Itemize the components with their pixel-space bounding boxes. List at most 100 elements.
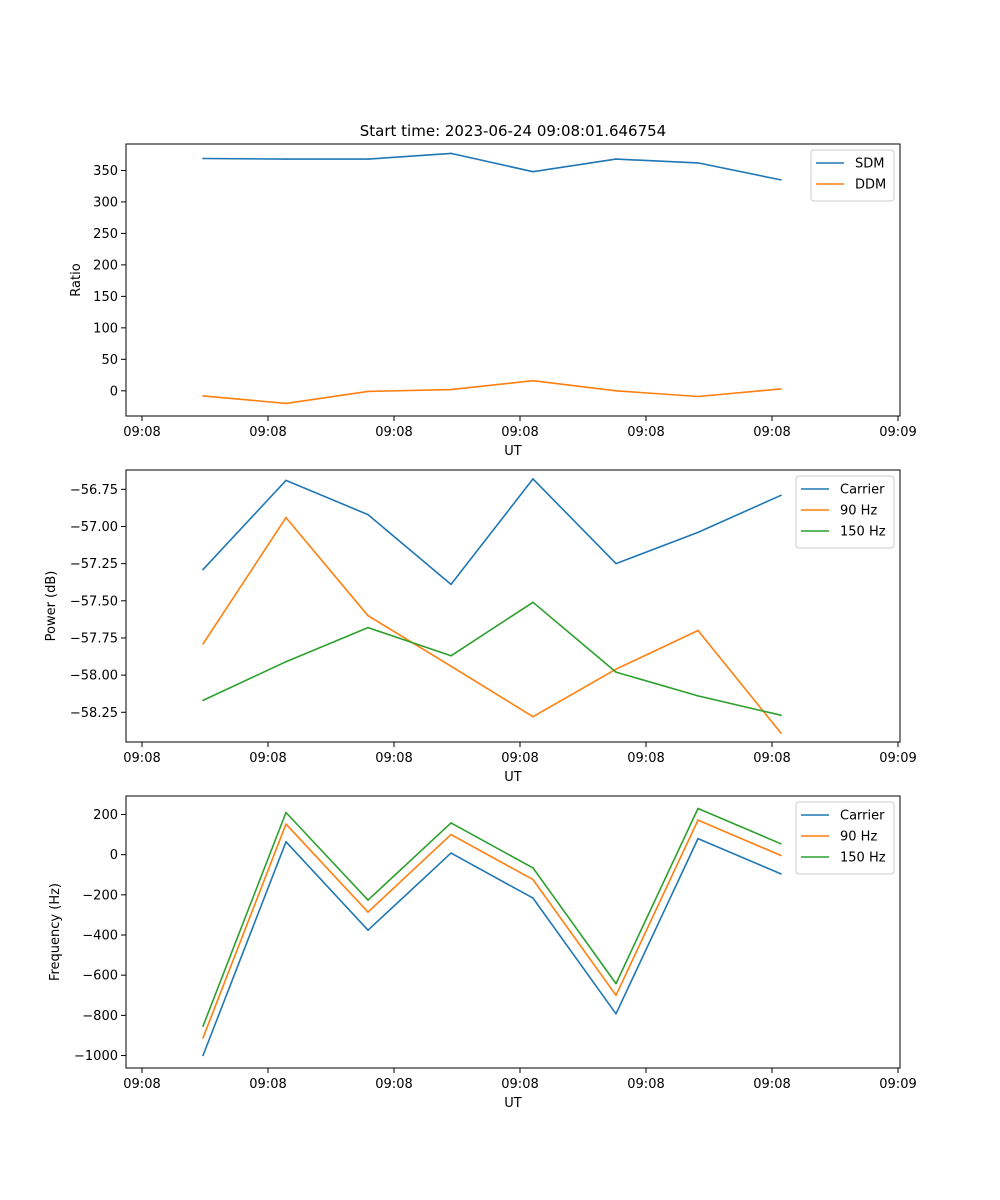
series-line-carrier	[202, 837, 782, 1056]
data-point	[202, 1054, 204, 1057]
y-tick-label: 0	[110, 848, 118, 863]
legend-box	[795, 475, 895, 549]
data-point	[450, 152, 452, 155]
data-point	[615, 390, 617, 392]
x-tick-label: 09:08	[753, 425, 790, 440]
legend-label: SDM	[855, 157, 884, 172]
data-point	[697, 819, 699, 821]
data-point	[367, 911, 369, 913]
x-tick-label: 09:08	[501, 1077, 538, 1092]
legend-label: Carrier	[840, 483, 885, 498]
data-point	[367, 390, 369, 393]
data-point	[285, 402, 287, 405]
data-point	[285, 660, 287, 663]
data-point	[367, 158, 369, 160]
data-point	[532, 897, 534, 899]
y-tick-label: 50	[101, 353, 118, 368]
x-tick-label: 09:08	[123, 425, 160, 440]
series-line-sdm	[202, 152, 782, 181]
y-tick-label: 0	[110, 384, 118, 399]
y-axis-label: Frequency (Hz)	[48, 883, 63, 981]
x-axis-label: UT	[504, 770, 522, 785]
x-axis-label: UT	[504, 444, 522, 459]
data-point	[450, 388, 452, 391]
y-tick-label: −57.50	[70, 594, 118, 609]
x-tick-label: 09:08	[627, 425, 664, 440]
data-point	[780, 714, 782, 716]
x-tick-label: 09:08	[123, 1077, 160, 1092]
x-tick-label: 09:09	[879, 1077, 916, 1092]
data-point	[697, 531, 699, 534]
data-point	[202, 1025, 204, 1027]
y-tick-label: −57.25	[70, 557, 118, 572]
legend-label: 90 Hz	[840, 830, 877, 845]
x-tick-label: 09:08	[501, 751, 538, 766]
x-tick-label: 09:09	[879, 751, 916, 766]
legend: SDM DDM	[810, 149, 895, 202]
x-tick-label: 09:08	[249, 751, 286, 766]
legend-label: 150 Hz	[840, 525, 886, 540]
data-point	[780, 854, 782, 857]
axes-frame	[125, 795, 901, 1069]
axes-frame	[125, 143, 901, 417]
y-tick-label: 200	[93, 808, 118, 823]
y-tick-label: −400	[82, 929, 118, 944]
data-point	[367, 513, 369, 516]
y-tick-label: −200	[82, 888, 118, 903]
chart-panel-1: 09:08 09:08 09:08 09:08 09:08 09:08 09:09 0 50 10…	[69, 143, 917, 459]
series-line-carrier	[202, 478, 782, 586]
data-point	[780, 494, 782, 497]
chart-panel-2: 09:08 09:08 09:08 09:08 09:08 09:08 09:09 −58.2…	[44, 469, 917, 785]
data-point	[450, 822, 452, 824]
y-tick-label: −1000	[74, 1049, 118, 1064]
x-axis-label: UT	[504, 1096, 522, 1111]
data-point	[780, 843, 782, 845]
data-point	[202, 1037, 204, 1039]
x-tick-label: 09:08	[627, 751, 664, 766]
x-tick-label: 09:08	[627, 1077, 664, 1092]
data-point	[697, 629, 699, 632]
x-tick-label: 09:08	[249, 1077, 286, 1092]
data-point	[532, 170, 534, 173]
y-tick-label: −57.75	[70, 631, 118, 646]
data-point	[367, 614, 369, 617]
y-tick-label: 200	[93, 258, 118, 273]
data-point	[532, 478, 534, 480]
data-point	[615, 671, 617, 673]
y-tick-label: −58.00	[70, 669, 118, 684]
y-tick-label: 100	[93, 321, 118, 336]
data-point	[450, 655, 452, 657]
x-tick-label: 09:08	[375, 425, 412, 440]
data-point	[780, 732, 782, 734]
data-point	[780, 388, 782, 390]
data-point	[285, 479, 287, 482]
data-point	[697, 162, 699, 164]
data-point	[615, 562, 617, 565]
data-point	[202, 568, 204, 571]
y-tick-label: 350	[93, 164, 118, 179]
legend-label: 90 Hz	[840, 504, 877, 519]
legend: Carrier 90 Hz 150 Hz	[795, 801, 895, 875]
data-point	[367, 899, 369, 901]
data-point	[615, 982, 617, 985]
axes-frame	[125, 469, 901, 743]
y-axis-label: Ratio	[69, 263, 84, 296]
y-tick-label: −56.75	[70, 483, 118, 498]
data-point	[367, 626, 369, 629]
x-tick-label: 09:08	[501, 425, 538, 440]
chart-panel-3: 09:08 09:08 09:08 09:08 09:08 09:08 09:09 −1000…	[48, 795, 917, 1111]
y-tick-label: −57.00	[70, 520, 118, 535]
x-tick-label: 09:08	[123, 751, 160, 766]
data-point	[615, 668, 617, 670]
legend-label: DDM	[855, 178, 886, 193]
data-point	[450, 583, 452, 586]
series-line-150-hz	[202, 601, 782, 716]
x-tick-label: 09:08	[249, 425, 286, 440]
data-point	[532, 379, 534, 382]
y-tick-label: 150	[93, 290, 118, 305]
x-tick-label: 09:08	[753, 1077, 790, 1092]
legend-label: Carrier	[840, 809, 885, 824]
legend-label: 150 Hz	[840, 851, 886, 866]
data-point	[780, 179, 782, 181]
